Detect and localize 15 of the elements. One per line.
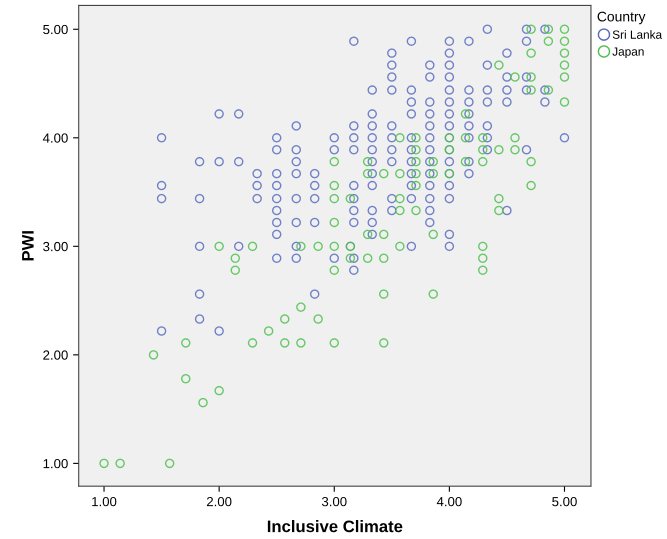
y-tick-label: 4.00: [42, 133, 68, 143]
legend-label: Japan: [612, 47, 644, 58]
legend-label: Sri Lanka: [612, 30, 662, 39]
x-tick-label: 1.00: [92, 496, 116, 506]
x-tick-label: 4.00: [436, 496, 462, 506]
x-tick-label: 5.00: [552, 496, 577, 506]
y-tick-label: 3.00: [43, 242, 68, 252]
y-tick-label: 5.00: [43, 24, 68, 34]
legend-title: Country: [598, 12, 646, 24]
y-axis-title: PWI: [22, 231, 34, 260]
y-tick-label: 2.00: [43, 350, 68, 360]
x-axis-title: Inclusive Climate: [268, 520, 402, 532]
x-tick-label: 2.00: [206, 496, 232, 506]
y-tick-label: 1.00: [44, 458, 68, 468]
x-tick-label: 3.00: [322, 496, 347, 506]
